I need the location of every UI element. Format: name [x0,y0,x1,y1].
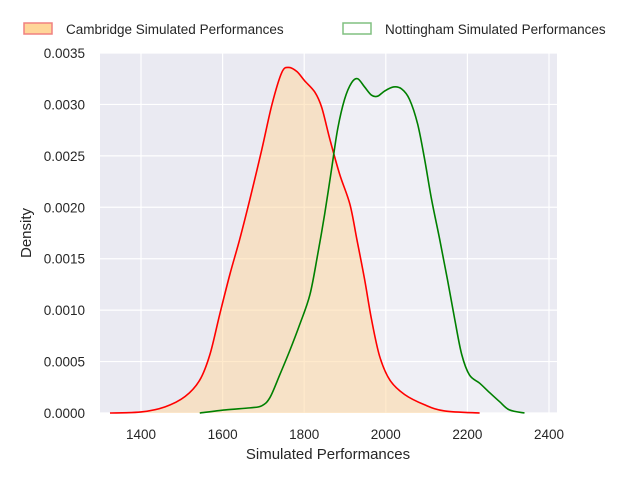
density-fill-nottingham [199,78,525,414]
x-tick-label: 2000 [371,427,401,442]
legend-item-cambridge[interactable]: Cambridge Simulated Performances [23,22,284,37]
y-tick-label: 0.0030 [44,97,85,112]
legend-item-nottingham[interactable]: Nottingham Simulated Performances [342,22,606,37]
x-axis-label: Simulated Performances [246,446,410,463]
x-axis-ticks: 1400 1600 1800 2000 2200 2400 [126,427,564,442]
x-tick-label: 2400 [534,427,564,442]
y-tick-label: 0.0010 [44,303,85,318]
y-tick-label: 0.0025 [44,149,85,164]
x-tick-label: 1600 [208,427,238,442]
x-tick-label: 1400 [126,427,156,442]
y-axis-label: Density [18,207,35,258]
density-line-nottingham [199,77,525,414]
density-line-cambridge [109,66,480,414]
y-axis-ticks: 0.0000 0.0005 0.0010 0.0015 0.0020 0.0025 0.00… [44,46,85,421]
y-tick-label: 0.0020 [44,200,85,215]
y-tick-label: 0.0005 [44,355,85,370]
x-tick-label: 1800 [289,427,319,442]
legend-label-nottingham: Nottingham Simulated Performances [385,22,606,37]
density-fill-cambridge [109,67,480,413]
legend-swatch-cambridge [23,22,53,35]
legend: Cambridge Simulated Performances Notting… [23,22,606,37]
y-tick-label: 0.0035 [44,46,85,61]
x-tick-label: 2200 [452,427,482,442]
series-layer [109,66,525,414]
y-tick-label: 0.0015 [44,252,85,267]
legend-swatch-nottingham [342,22,372,35]
legend-label-cambridge: Cambridge Simulated Performances [66,22,284,37]
y-tick-label: 0.0000 [44,406,85,421]
